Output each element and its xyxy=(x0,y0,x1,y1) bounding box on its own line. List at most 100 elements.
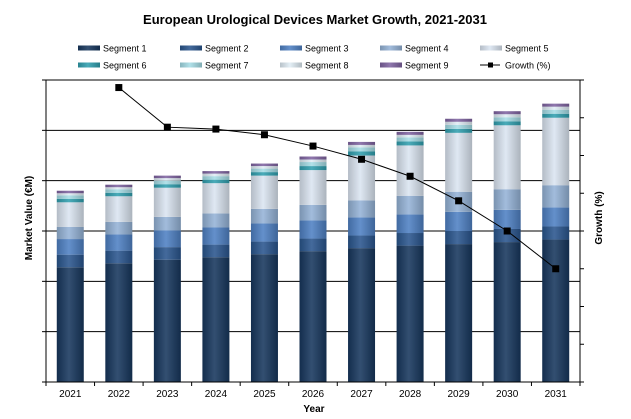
bar-segment xyxy=(396,137,424,142)
bar-segment xyxy=(493,125,521,190)
growth-point xyxy=(552,265,560,273)
bar-segment xyxy=(542,239,570,382)
x-tick-label: 2028 xyxy=(399,389,422,400)
bar-segment xyxy=(348,217,376,236)
growth-point xyxy=(455,197,463,205)
bar-segment xyxy=(348,155,376,201)
bar-segment xyxy=(445,124,473,129)
bar-segment xyxy=(202,213,230,228)
x-tick-label: 2029 xyxy=(448,389,471,400)
bar-segment xyxy=(105,187,133,190)
bar-segment xyxy=(542,226,570,240)
bar-segment xyxy=(299,156,327,160)
bar-segment xyxy=(153,184,181,188)
y-axis-label: Market Value (€M) xyxy=(24,176,35,260)
bar-segment xyxy=(348,144,376,148)
legend: Segment 1 Segment 2 Segment 3 Segment 4 Segm… xyxy=(78,44,551,71)
bar-segment xyxy=(105,192,133,197)
bar-segment xyxy=(445,244,473,382)
legend-item: Segment 7 xyxy=(180,61,249,71)
bar-segment xyxy=(202,173,230,177)
bar-segment xyxy=(153,178,181,181)
growth-point xyxy=(503,227,511,235)
bar-segment xyxy=(153,180,181,185)
bar-segment xyxy=(396,131,424,135)
bar-segment xyxy=(396,214,424,234)
bar-segment xyxy=(56,267,84,382)
bar-segment xyxy=(153,230,181,248)
bar-segment xyxy=(153,247,181,260)
bar-segment xyxy=(299,220,327,239)
growth-point xyxy=(309,142,317,150)
bar-segment xyxy=(250,254,278,382)
bar-segment xyxy=(445,118,473,122)
bar-segment xyxy=(445,121,473,125)
growth-line xyxy=(115,84,560,273)
growth-point xyxy=(260,131,268,139)
x-tick-label: 2021 xyxy=(59,389,82,400)
bar-segment xyxy=(105,189,133,193)
bar-segment xyxy=(493,189,521,210)
growth-point xyxy=(406,172,414,180)
bar-segment xyxy=(105,196,133,222)
legend-swatch xyxy=(380,62,402,68)
bar-segment xyxy=(299,162,327,167)
bar-segment xyxy=(56,239,84,255)
bar-segment xyxy=(250,172,278,176)
legend-label: Segment 4 xyxy=(405,44,449,54)
x-tick-label: 2026 xyxy=(302,389,325,400)
legend-label: Segment 8 xyxy=(305,61,349,71)
bar-segment xyxy=(250,241,278,255)
growth-point xyxy=(115,84,123,92)
y2-axis-label: Growth (%) xyxy=(594,191,605,244)
bar-segment xyxy=(396,145,424,196)
legend-label: Segment 9 xyxy=(405,61,449,71)
x-tick-label: 2023 xyxy=(156,389,179,400)
bar-segment xyxy=(542,117,570,186)
bar-segment xyxy=(348,248,376,382)
x-tick-label: 2027 xyxy=(350,389,373,400)
bar-segment xyxy=(396,233,424,246)
bar-segment xyxy=(153,259,181,382)
legend-item: Segment 3 xyxy=(280,44,349,54)
legend-swatch xyxy=(380,45,402,51)
bar-segment xyxy=(202,244,230,258)
bar-segment xyxy=(493,111,521,115)
bar-segment xyxy=(493,228,521,243)
bar-segment xyxy=(56,198,84,203)
bar-segment xyxy=(202,176,230,180)
legend-swatch xyxy=(480,45,502,51)
bar-segment xyxy=(445,231,473,245)
growth-point xyxy=(163,123,171,131)
growth-point xyxy=(358,155,366,163)
bar-segment xyxy=(56,202,84,227)
legend-item: Segment 4 xyxy=(380,44,449,54)
legend-label: Segment 2 xyxy=(205,44,249,54)
bar-segment xyxy=(153,216,181,231)
axes xyxy=(42,79,584,386)
legend-label: Segment 6 xyxy=(103,61,147,71)
legend-swatch xyxy=(280,62,302,68)
legend-swatch xyxy=(180,45,202,51)
bar-segment xyxy=(250,168,278,173)
legend-item: Growth (%) xyxy=(480,61,551,71)
bar-segment xyxy=(348,147,376,152)
x-tick-label: 2022 xyxy=(108,389,131,400)
bar-segment xyxy=(445,211,473,231)
bar-segment xyxy=(299,159,327,163)
bar-segment xyxy=(299,238,327,252)
plot-area: 2021 2022 2023 2024 2025 2026 2027 2028 2029 2030… xyxy=(42,79,584,400)
bar-segment xyxy=(299,170,327,205)
bar-segment xyxy=(299,204,327,221)
legend-swatch xyxy=(78,45,100,51)
bar-segment xyxy=(542,109,570,114)
legend-label: Segment 1 xyxy=(103,44,147,54)
legend-swatch xyxy=(180,62,202,68)
bar-segment xyxy=(105,184,133,188)
growth-line-path xyxy=(118,87,557,270)
bar-segment xyxy=(493,121,521,126)
bars xyxy=(56,103,570,382)
bar-segment xyxy=(153,175,181,179)
bar-segment xyxy=(299,166,327,171)
